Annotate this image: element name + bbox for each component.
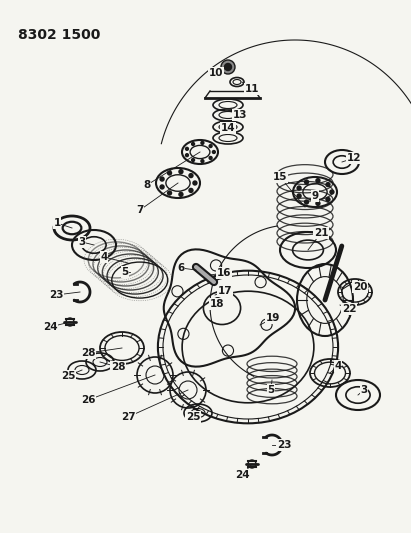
Text: 8302 1500: 8302 1500 [18, 28, 100, 42]
Circle shape [192, 180, 198, 185]
Circle shape [191, 158, 195, 162]
Text: 22: 22 [342, 304, 356, 314]
Circle shape [315, 178, 321, 183]
Text: 27: 27 [121, 412, 135, 422]
Circle shape [200, 141, 205, 145]
Text: 4: 4 [334, 361, 342, 371]
Circle shape [188, 173, 194, 178]
Text: 26: 26 [81, 395, 95, 405]
Circle shape [178, 192, 184, 197]
Text: 18: 18 [210, 299, 224, 309]
Circle shape [315, 201, 321, 206]
Circle shape [304, 179, 309, 185]
Circle shape [212, 150, 216, 154]
Text: 4: 4 [100, 252, 108, 262]
Text: 1: 1 [53, 218, 61, 228]
Circle shape [296, 185, 302, 191]
Text: 25: 25 [186, 412, 200, 422]
Circle shape [191, 142, 195, 146]
Text: 17: 17 [218, 286, 232, 296]
Circle shape [329, 189, 335, 195]
Text: 10: 10 [209, 68, 223, 78]
Text: 3: 3 [360, 385, 367, 395]
Text: 15: 15 [273, 172, 287, 182]
Circle shape [185, 153, 189, 157]
Circle shape [296, 193, 302, 199]
Text: 19: 19 [266, 313, 280, 323]
Text: 6: 6 [178, 263, 185, 273]
Circle shape [159, 176, 165, 182]
Circle shape [325, 197, 331, 202]
Text: 5: 5 [121, 267, 129, 277]
Circle shape [159, 184, 165, 190]
Text: 16: 16 [217, 268, 231, 278]
Circle shape [167, 171, 172, 176]
Circle shape [304, 199, 309, 205]
Circle shape [178, 169, 184, 174]
Text: 8: 8 [143, 180, 150, 190]
Circle shape [325, 182, 331, 187]
Circle shape [200, 159, 205, 163]
Text: 5: 5 [268, 385, 275, 395]
Text: 24: 24 [235, 470, 249, 480]
Circle shape [185, 147, 189, 151]
Text: 23: 23 [49, 290, 63, 300]
Text: 28: 28 [81, 348, 95, 358]
Circle shape [224, 63, 231, 70]
Text: 25: 25 [61, 371, 75, 381]
Text: 9: 9 [312, 191, 319, 201]
Circle shape [167, 190, 172, 196]
Text: 24: 24 [43, 322, 57, 332]
Text: 7: 7 [136, 205, 144, 215]
Text: 20: 20 [353, 282, 367, 292]
Text: 23: 23 [277, 440, 291, 450]
Circle shape [221, 60, 235, 74]
Text: 28: 28 [111, 362, 125, 372]
Circle shape [188, 188, 194, 193]
Circle shape [208, 156, 213, 160]
Text: 11: 11 [245, 84, 259, 94]
Text: 3: 3 [79, 237, 85, 247]
Text: 13: 13 [233, 110, 247, 120]
Text: 21: 21 [314, 228, 328, 238]
Text: 14: 14 [221, 123, 236, 133]
Text: 12: 12 [347, 153, 361, 163]
Circle shape [208, 144, 213, 148]
